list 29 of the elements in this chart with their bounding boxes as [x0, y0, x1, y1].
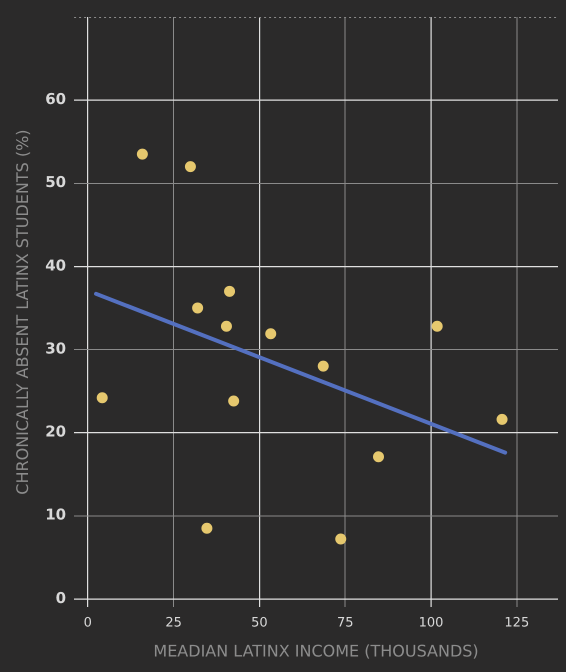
- point: [373, 451, 384, 462]
- y-tick-label: 10: [45, 506, 66, 524]
- y-tick-label: 0: [56, 588, 66, 607]
- x-tick-label: 50: [251, 615, 268, 630]
- point: [265, 328, 276, 340]
- x-tick-label: 0: [84, 615, 92, 630]
- y-axis-title: CHRONICALLY ABSENT LATINX STUDENTS (%): [12, 129, 32, 495]
- point: [192, 302, 204, 314]
- x-tick-label: 25: [165, 615, 182, 630]
- point: [96, 392, 108, 404]
- point: [496, 414, 508, 425]
- point: [224, 286, 236, 297]
- y-tick-label: 60: [45, 90, 66, 108]
- y-tick-label: 30: [45, 339, 66, 358]
- x-tick-label: 75: [336, 615, 354, 630]
- point: [432, 320, 443, 332]
- point: [318, 360, 329, 372]
- y-tick-label: 50: [45, 173, 66, 192]
- x-axis-title: MEADIAN LATINX INCOME (THOUSANDS): [153, 642, 479, 661]
- point: [136, 148, 148, 160]
- point: [335, 534, 346, 545]
- y-tick-label: 20: [45, 422, 66, 441]
- point: [184, 161, 196, 172]
- x-tick-label: 100: [418, 615, 444, 630]
- point: [228, 396, 240, 407]
- y-tick-label: 40: [45, 256, 66, 274]
- x-tick-label: 125: [504, 615, 530, 630]
- point: [220, 320, 232, 332]
- point: [201, 522, 212, 534]
